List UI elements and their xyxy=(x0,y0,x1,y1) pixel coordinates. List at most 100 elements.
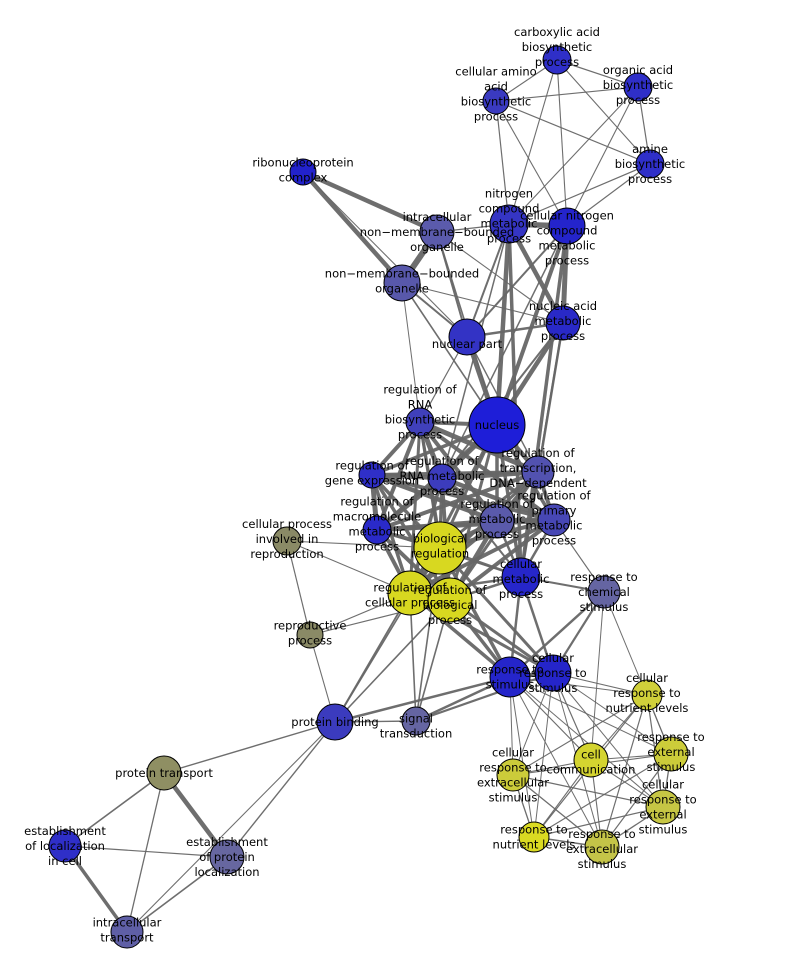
graph-node-regulation_of_rna_biosynthetic_process[interactable] xyxy=(405,407,435,437)
graph-node-cellular_response_to_extracellular_stimulus[interactable] xyxy=(496,758,530,792)
graph-edge xyxy=(556,59,568,227)
graph-node-cellular_nitrogen_compound_metabolic_process[interactable] xyxy=(548,207,586,245)
graph-edge xyxy=(126,772,165,933)
graph-edge xyxy=(495,100,651,165)
graph-edge xyxy=(64,845,228,858)
graph-edge xyxy=(302,169,438,235)
graph-node-cellular_process_involved_in_reproduction[interactable] xyxy=(272,526,302,556)
graph-edge xyxy=(401,282,421,423)
graph-node-establishment_of_protein_localization[interactable] xyxy=(209,839,245,875)
graph-node-response_to_chemical_stimulus[interactable] xyxy=(587,575,621,609)
graph-node-response_to_stimulus[interactable] xyxy=(489,656,531,698)
graph-node-reproductive_process[interactable] xyxy=(296,621,324,649)
graph-node-regulation_of_metabolic_process[interactable] xyxy=(479,503,515,539)
graph-edge xyxy=(415,547,441,722)
graph-edge xyxy=(533,753,672,838)
graph-node-cellular_response_to_stimulus[interactable] xyxy=(534,654,572,692)
graph-edge xyxy=(508,59,558,225)
graph-edge xyxy=(436,231,564,324)
graph-edge xyxy=(126,856,228,933)
graph-node-organic_acid_biosynthetic_process[interactable] xyxy=(623,72,653,102)
graph-edge xyxy=(334,599,451,723)
graph-edge xyxy=(466,225,568,338)
graph-edge xyxy=(533,806,664,838)
graph-node-regulation_of_biological_process[interactable] xyxy=(427,577,473,623)
graph-node-establishment_of_localization_in_cell[interactable] xyxy=(48,829,82,863)
graph-node-nitrogen_compound_metabolic_process[interactable] xyxy=(489,204,529,244)
graph-edge xyxy=(509,676,648,696)
graph-edge xyxy=(509,676,672,755)
graph-edge xyxy=(438,546,555,675)
graph-node-intracellular_transport[interactable] xyxy=(110,915,144,949)
graph-node-nuclear_part[interactable] xyxy=(448,318,486,356)
graph-node-amine_biosynthetic_process[interactable] xyxy=(635,149,665,179)
graph-node-regulation_of_gene_expression[interactable] xyxy=(358,461,386,489)
graph-edge xyxy=(508,163,651,225)
graph-edge xyxy=(226,721,336,858)
graph-edge xyxy=(601,694,648,848)
graph-edge xyxy=(334,592,411,723)
graph-edge xyxy=(441,225,568,479)
graph-node-cell_communication[interactable] xyxy=(573,742,609,778)
graph-node-protein_transport[interactable] xyxy=(146,755,182,791)
graph-edge xyxy=(371,473,555,522)
graph-edge xyxy=(512,774,603,848)
graph-node-protein_binding[interactable] xyxy=(316,703,354,741)
graph-node-response_to_nutrient_levels[interactable] xyxy=(518,821,550,853)
graph-edge xyxy=(508,86,639,225)
graph-node-cellular_amino_acid_biosynthetic_process[interactable] xyxy=(482,87,510,115)
graph-node-response_to_external_stimulus[interactable] xyxy=(653,736,689,772)
graph-node-regulation_of_macromolecule_metabolic_process[interactable] xyxy=(362,515,392,545)
graph-node-response_to_extracellular_stimulus[interactable] xyxy=(584,829,620,865)
graph-edge xyxy=(509,591,605,678)
graph-edge xyxy=(376,470,539,532)
graph-edge xyxy=(415,671,554,723)
graph-edge xyxy=(495,100,568,227)
graph-edge xyxy=(495,86,639,102)
graph-edge xyxy=(401,282,564,324)
graph-edge xyxy=(512,694,648,776)
graph-edge xyxy=(566,86,639,227)
graph-edge xyxy=(533,672,554,838)
graph-edge xyxy=(64,772,165,847)
graph-node-regulation_of_transcription_dna_dependent[interactable] xyxy=(521,455,555,489)
graph-edge xyxy=(495,100,510,225)
node-layer xyxy=(48,45,689,949)
graph-edge xyxy=(601,753,672,848)
graph-edge xyxy=(509,676,535,838)
graph-edge xyxy=(509,676,664,808)
graph-edge xyxy=(590,591,605,761)
graph-edge xyxy=(371,472,498,524)
graph-edge xyxy=(163,721,336,774)
graph-node-intracellular_non_membrane_bounded_organelle[interactable] xyxy=(419,214,455,250)
graph-node-cellular_response_to_external_stimulus[interactable] xyxy=(645,789,681,825)
graph-edge xyxy=(301,170,404,285)
graph-node-non_membrane_bounded_organelle[interactable] xyxy=(383,264,421,302)
graph-node-signal_transduction[interactable] xyxy=(401,706,431,736)
graph-edge xyxy=(334,675,511,724)
graph-edge xyxy=(512,774,664,808)
graph-node-nucleic_acid_metabolic_process[interactable] xyxy=(545,305,581,341)
graph-edge xyxy=(466,223,510,338)
graph-node-ribonucleoprotein_complex[interactable] xyxy=(289,158,317,186)
graph-edge xyxy=(441,475,555,523)
graph-edge xyxy=(126,721,336,933)
graph-edge xyxy=(494,223,512,426)
graph-node-nucleus[interactable] xyxy=(468,396,526,454)
graph-node-biological_regulation[interactable] xyxy=(413,521,467,575)
graph-node-regulation_of_cellular_process[interactable] xyxy=(387,570,433,616)
graph-node-carboxylic_acid_biosynthetic_process[interactable] xyxy=(542,45,572,75)
graph-edge xyxy=(63,844,129,934)
graph-node-regulation_of_primary_metabolic_process[interactable] xyxy=(537,503,571,537)
graph-edge xyxy=(302,171,468,338)
graph-node-cellular_metabolic_process[interactable] xyxy=(501,557,541,597)
edge-layer xyxy=(63,59,672,934)
graph-edge xyxy=(552,672,672,755)
graph-edge xyxy=(286,540,311,636)
graph-node-regulation_of_rna_metabolic_process[interactable] xyxy=(427,463,457,493)
graph-node-cellular_response_to_nutrient_levels[interactable] xyxy=(631,679,663,711)
graph-edge xyxy=(409,518,555,595)
graph-edge xyxy=(509,676,603,848)
